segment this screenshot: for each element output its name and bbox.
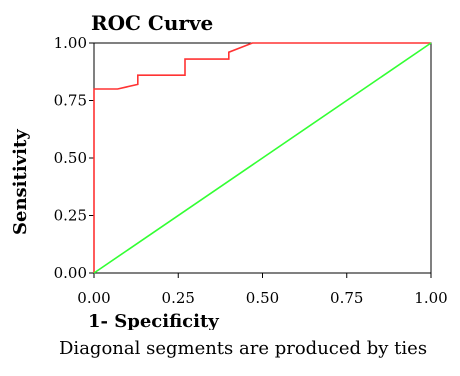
chart-title: ROC Curve (91, 11, 213, 35)
reference-diagonal-line (93, 42, 432, 274)
chart-footnote: Diagonal segments are produced by ties (59, 338, 428, 359)
x-axis-label: 1- Specificity (88, 311, 219, 330)
tick-group: 0.00 0.25 0.50 0.75 1.00 0.00 0.25 0.50 0.75 1.00 (54, 34, 448, 307)
y-axis-label: Sensitivity (10, 129, 31, 235)
x-tick-label: 0.50 (246, 289, 279, 307)
series-group (93, 42, 432, 274)
x-tick-label: 1.00 (414, 289, 447, 307)
x-tick-label: 0.75 (330, 289, 363, 307)
roc-curve-line (93, 42, 431, 273)
y-tick-label: 1.00 (54, 34, 87, 52)
y-tick-label: 0.75 (54, 92, 87, 110)
y-tick-label: 0.25 (54, 207, 87, 225)
y-tick-label: 0.50 (54, 149, 87, 167)
y-tick-label: 0.00 (54, 264, 87, 282)
x-tick-label: 0.00 (77, 289, 110, 307)
roc-chart: ROC Curve 0.000.250.500.751.000.00 0.25 0.… (10, 11, 448, 330)
x-tick-label: 0.25 (162, 289, 195, 307)
